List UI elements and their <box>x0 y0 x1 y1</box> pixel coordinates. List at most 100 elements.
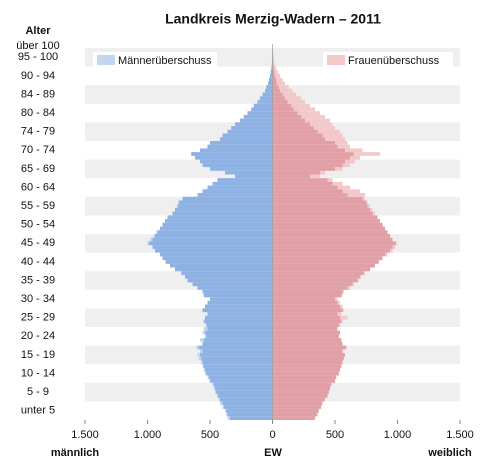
bar <box>203 364 273 368</box>
y-tick-label: 40 - 44 <box>21 256 55 268</box>
y-tick-label: 20 - 24 <box>21 330 55 342</box>
bar <box>270 74 273 78</box>
bar <box>203 319 273 324</box>
bar <box>200 148 273 153</box>
bar <box>272 267 370 272</box>
bar <box>192 282 273 287</box>
bar <box>152 245 273 249</box>
bar <box>217 393 273 398</box>
bar <box>210 167 273 171</box>
bar <box>272 204 368 208</box>
y-tick-label: 50 - 54 <box>21 219 55 231</box>
bar <box>272 219 380 223</box>
bar-surplus <box>272 85 289 89</box>
x-tick-label: 0 <box>269 429 275 441</box>
bar <box>272 174 310 179</box>
legend-box <box>93 52 217 68</box>
legend-box <box>323 52 453 68</box>
bar <box>197 193 273 197</box>
legend-swatch <box>327 55 345 65</box>
bar <box>207 327 273 331</box>
bar <box>178 200 273 205</box>
x-tick-label: 1.000 <box>134 429 162 441</box>
y-tick-label: 35 - 39 <box>21 274 55 286</box>
x-tick-label: 1.500 <box>446 429 474 441</box>
bar <box>202 289 273 294</box>
y-tick-label: über 100 <box>16 40 59 52</box>
bar <box>222 133 273 138</box>
y-tick-label: 10 - 14 <box>21 367 55 379</box>
bar <box>272 345 347 350</box>
bar <box>272 74 275 78</box>
y-tick-label: 70 - 74 <box>21 144 55 156</box>
bar <box>206 371 273 376</box>
bar <box>200 159 273 164</box>
bar <box>272 397 325 402</box>
x-tick-label: 1.000 <box>384 429 412 441</box>
bar <box>207 185 273 190</box>
bar <box>272 382 332 387</box>
bar <box>227 129 273 134</box>
bar <box>260 96 273 101</box>
bar <box>175 267 273 272</box>
legend-swatch <box>97 55 115 65</box>
bar-surplus <box>272 66 277 71</box>
bar <box>222 401 273 406</box>
chart-title: Landkreis Merzig-Wadern – 2011 <box>165 11 381 27</box>
bar <box>272 263 375 268</box>
bar <box>272 312 338 316</box>
bar <box>175 207 273 212</box>
bar <box>272 367 340 372</box>
bar <box>272 241 397 246</box>
bar <box>272 315 340 320</box>
bar <box>272 189 343 194</box>
bar <box>166 260 273 264</box>
y-tick-label: 55 - 59 <box>21 200 55 212</box>
bar <box>272 62 274 67</box>
bar <box>272 282 353 287</box>
bar <box>203 338 273 342</box>
bar-surplus <box>272 51 274 56</box>
bar-surplus <box>272 77 283 82</box>
bar <box>272 107 294 112</box>
bar <box>157 230 273 234</box>
bar <box>272 408 319 413</box>
bar <box>272 371 339 376</box>
bar <box>272 185 338 190</box>
bar <box>225 170 273 175</box>
legend-label: Frauenüberschuss <box>348 55 440 67</box>
bar <box>272 338 342 342</box>
bar <box>220 397 273 402</box>
bar <box>202 163 273 168</box>
bar <box>272 278 358 283</box>
bar <box>220 137 273 141</box>
bar <box>272 230 388 234</box>
bar-surplus <box>272 70 279 75</box>
y-tick-label: 30 - 34 <box>21 293 55 305</box>
bar <box>227 412 273 417</box>
bar <box>272 237 393 242</box>
bar <box>215 386 273 391</box>
bar <box>272 271 364 275</box>
y-tick-label: 74 - 79 <box>21 126 55 138</box>
bar <box>272 386 330 391</box>
bar-surplus <box>272 100 305 104</box>
y-tick-label: 15 - 19 <box>21 349 55 361</box>
x-axis-label: EW <box>264 447 282 459</box>
bar <box>200 353 273 357</box>
y-tick-label: 95 - 100 <box>18 51 58 63</box>
bar <box>207 312 273 316</box>
bar <box>272 170 320 175</box>
bar <box>160 252 273 257</box>
bar <box>205 304 273 309</box>
bar <box>271 66 273 71</box>
bar <box>272 226 385 231</box>
bar <box>201 356 273 361</box>
bar <box>177 204 273 208</box>
bar <box>172 211 273 216</box>
bar <box>272 379 335 383</box>
bar <box>272 330 340 335</box>
bar <box>272 300 338 305</box>
bar <box>191 152 273 156</box>
bar <box>272 215 378 220</box>
